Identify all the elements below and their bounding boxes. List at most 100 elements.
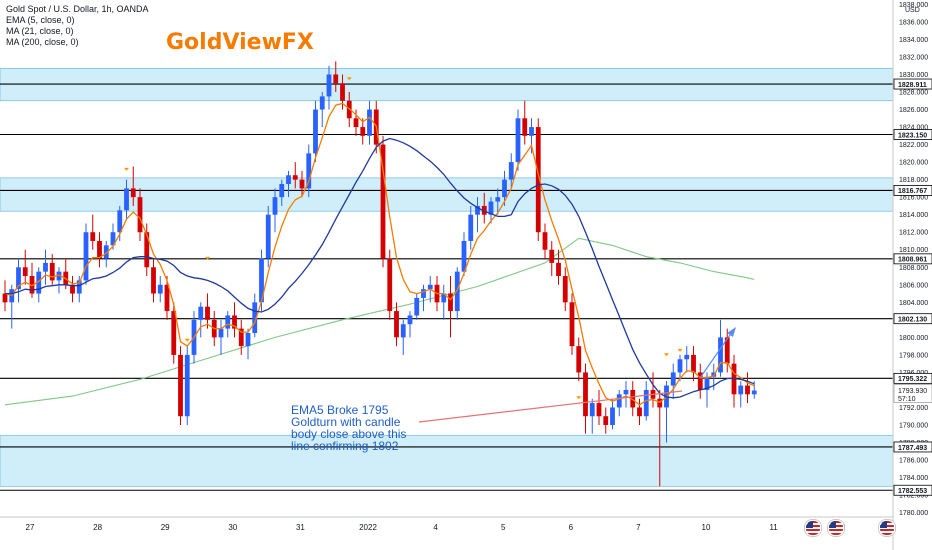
candle-body (353, 118, 359, 128)
price-level-tag (893, 185, 932, 196)
y-tick-label: 1830.000 (899, 72, 928, 79)
us-flag-event-icon[interactable] (805, 520, 821, 536)
candle-body (583, 372, 588, 417)
x-tick-label: 4 (433, 523, 438, 532)
ema5-line (4, 102, 755, 406)
y-tick-label: 1814.000 (899, 212, 928, 219)
candle-body (535, 127, 541, 233)
candle-body (286, 175, 291, 185)
indicator-legend: Gold Spot / U.S. Dollar, 1h, OANDA EMA (… (6, 4, 149, 48)
x-tick-label: 27 (26, 523, 35, 532)
brand-watermark: GoldViewFX (166, 30, 314, 55)
price-level-tag-text: 1808.961 (898, 257, 927, 264)
candle-body (502, 179, 507, 198)
candle-body (306, 153, 312, 189)
candle-body (549, 249, 555, 263)
candle-body (83, 232, 89, 281)
candle-body (90, 232, 96, 241)
candle-body (232, 315, 237, 329)
candle-body (137, 197, 143, 233)
annotation-line: line confirming 1802 (291, 439, 399, 453)
y-tick-label: 1822.000 (899, 142, 928, 149)
candle-body (184, 354, 190, 417)
price-level-tag-text: 1823.150 (898, 132, 927, 139)
current-price-text: 1793.930 (898, 388, 927, 395)
candle-body (279, 184, 285, 198)
candle-body (340, 83, 345, 101)
candle-body (448, 293, 453, 312)
candle-body (29, 276, 35, 294)
y-tick-label: 1820.000 (899, 160, 928, 167)
candle-body (623, 389, 629, 395)
candle-body (427, 284, 433, 290)
candle-body (110, 232, 116, 246)
price-level-tag (893, 441, 932, 453)
y-tick-label: 1780.000 (899, 510, 928, 517)
ma200-legend[interactable]: MA (200, close, 0) (6, 37, 79, 47)
y-tick-label: 1790.000 (899, 422, 928, 429)
y-tick-label: 1828.000 (899, 90, 928, 97)
candle-body (569, 302, 575, 347)
y-tick-label: 1792.000 (899, 405, 928, 412)
ema5-legend[interactable]: EMA (5, close, 0) (6, 15, 75, 25)
currency-label: USD (905, 7, 920, 14)
candle-body (387, 258, 393, 312)
candle-body (326, 74, 332, 97)
support-resistance-zone (0, 177, 894, 212)
candle-body (562, 276, 568, 303)
candle-body (225, 315, 231, 329)
y-tick-label: 1826.000 (899, 107, 928, 114)
annotation-trend-line (418, 390, 683, 423)
candle-body (43, 262, 48, 272)
candle-body (704, 376, 710, 390)
support-resistance-zone (0, 435, 894, 487)
price-level-tag (893, 372, 932, 384)
signal-marker (664, 353, 669, 357)
candle-body (76, 280, 82, 294)
signal-marker (576, 396, 582, 400)
y-tick-label: 1784.000 (899, 475, 928, 482)
y-tick-label: 1782.000 (899, 493, 928, 500)
y-tick-label: 1806.000 (899, 282, 928, 289)
candle-body (144, 232, 150, 268)
x-tick-label: 11 (769, 523, 778, 532)
candle-body (36, 271, 42, 294)
x-tick-label: 5 (501, 523, 506, 532)
candle-body (205, 306, 210, 320)
chart-annotation[interactable]: EMA5 Broke 1795 Goldturn with candle body … (291, 404, 406, 452)
ma21-legend[interactable]: MA (21, close, 0) (6, 26, 74, 36)
candle-body (691, 354, 696, 373)
candle-body (245, 332, 251, 347)
y-tick-label: 1786.000 (899, 458, 928, 465)
x-tick-label: 31 (296, 523, 305, 532)
candle-body (265, 214, 271, 259)
candle-body (468, 214, 474, 241)
candle-body (745, 385, 750, 395)
blue-arrow-head (727, 327, 736, 337)
price-level-tag-text: 1795.322 (898, 376, 927, 383)
price-level-tag (893, 253, 932, 265)
ma200-line (4, 237, 755, 406)
candle-body (421, 289, 426, 298)
candle-body (670, 372, 676, 386)
candle-body (414, 297, 420, 316)
x-tick-label: 29 (161, 523, 170, 532)
symbol-title[interactable]: Gold Spot / U.S. Dollar, 1h, OANDA (6, 4, 149, 14)
price-level-tag-text: 1828.911 (898, 82, 927, 89)
price-level-tag (893, 129, 932, 140)
candle-body (333, 74, 339, 84)
x-tick-label: 2022 (359, 523, 377, 532)
y-tick-label: 1832.000 (899, 54, 928, 61)
y-tick-label: 1812.000 (899, 230, 928, 237)
us-flag-event-icon[interactable] (879, 520, 895, 536)
candle-body (97, 240, 102, 259)
us-flag-event-icon[interactable] (828, 520, 844, 536)
candle-body (157, 284, 163, 294)
signal-marker (346, 77, 352, 81)
y-tick-label: 1808.000 (899, 265, 928, 272)
candle-body (198, 306, 204, 320)
candle-body (657, 398, 663, 408)
candle-body (400, 324, 406, 338)
